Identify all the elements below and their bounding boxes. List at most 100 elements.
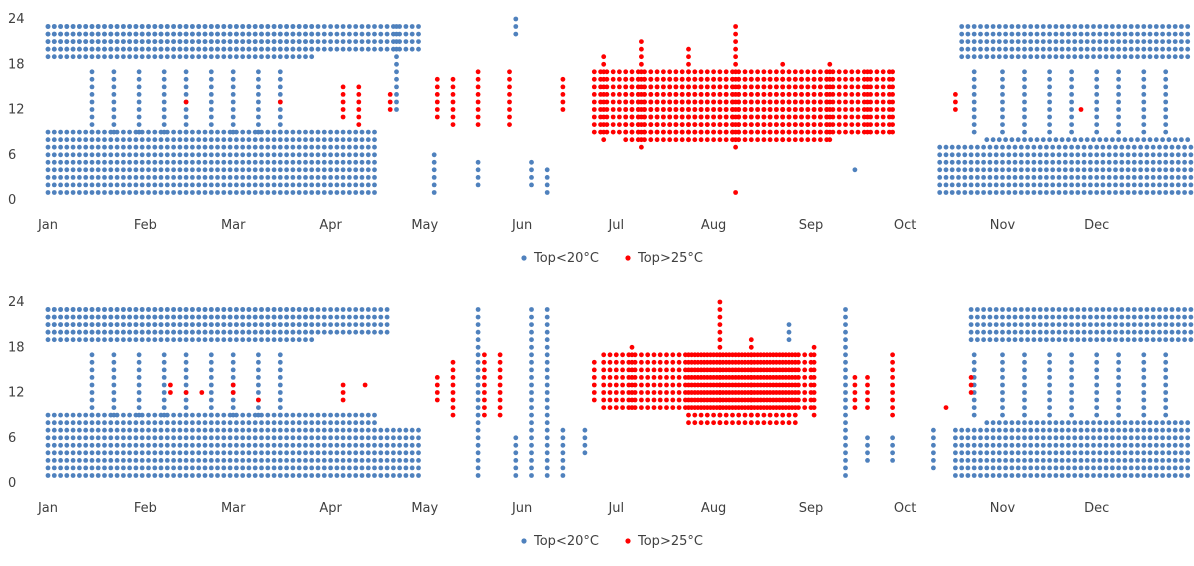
data-point bbox=[1069, 352, 1074, 358]
data-point bbox=[234, 307, 239, 312]
data-point bbox=[679, 137, 685, 143]
data-point bbox=[58, 129, 63, 135]
data-point bbox=[786, 352, 792, 358]
data-point bbox=[673, 92, 679, 97]
data-point bbox=[215, 152, 220, 158]
data-point bbox=[617, 122, 622, 127]
data-point bbox=[1188, 182, 1194, 188]
data-point bbox=[748, 412, 754, 418]
data-point bbox=[196, 182, 202, 188]
data-point bbox=[827, 92, 833, 97]
data-point bbox=[959, 458, 965, 463]
data-point bbox=[1157, 175, 1162, 180]
data-point bbox=[1062, 152, 1068, 158]
data-point bbox=[328, 412, 333, 418]
data-point bbox=[1066, 420, 1071, 426]
data-point bbox=[296, 182, 302, 188]
data-point bbox=[230, 352, 236, 358]
data-point bbox=[340, 182, 346, 188]
data-point bbox=[544, 307, 550, 312]
data-point bbox=[252, 337, 258, 343]
data-point bbox=[252, 144, 258, 150]
data-point bbox=[215, 458, 220, 463]
data-point bbox=[623, 84, 629, 90]
data-point bbox=[365, 137, 371, 143]
data-point bbox=[1119, 152, 1125, 158]
data-point bbox=[139, 465, 145, 471]
data-point bbox=[544, 367, 550, 373]
data-point bbox=[321, 159, 327, 165]
data-point bbox=[277, 152, 283, 158]
data-point bbox=[328, 450, 333, 456]
data-point bbox=[384, 329, 390, 335]
data-point bbox=[742, 405, 748, 410]
data-point bbox=[639, 405, 644, 410]
data-point bbox=[717, 405, 723, 410]
data-point bbox=[152, 473, 158, 478]
data-point bbox=[1003, 31, 1008, 37]
data-point bbox=[1066, 137, 1071, 143]
data-point bbox=[990, 473, 996, 478]
data-point bbox=[450, 405, 456, 410]
data-point bbox=[70, 412, 76, 418]
data-point bbox=[956, 152, 961, 158]
data-point bbox=[657, 382, 663, 388]
data-point bbox=[177, 129, 183, 135]
data-point bbox=[309, 435, 315, 441]
data-point bbox=[265, 159, 271, 165]
x-tick-label: Dec bbox=[1084, 501, 1109, 516]
data-point bbox=[227, 46, 233, 52]
data-point bbox=[1025, 307, 1030, 312]
data-point bbox=[648, 137, 654, 143]
data-point bbox=[334, 435, 340, 441]
data-point bbox=[1153, 458, 1159, 463]
data-point bbox=[1116, 122, 1121, 127]
y-tick-label: 18 bbox=[8, 57, 25, 72]
data-point bbox=[1047, 76, 1052, 82]
data-point bbox=[1157, 322, 1162, 327]
data-point bbox=[1106, 314, 1112, 320]
data-point bbox=[1072, 39, 1078, 44]
data-point bbox=[309, 39, 315, 44]
data-point bbox=[340, 412, 346, 418]
data-point bbox=[648, 114, 654, 120]
data-point bbox=[1153, 465, 1159, 471]
data-point bbox=[161, 99, 167, 105]
data-point bbox=[161, 375, 167, 380]
data-point bbox=[70, 182, 76, 188]
data-point bbox=[1128, 24, 1134, 29]
data-point bbox=[340, 129, 346, 135]
data-point bbox=[45, 435, 51, 441]
data-point bbox=[271, 39, 277, 44]
data-point bbox=[171, 307, 177, 312]
data-point bbox=[64, 435, 70, 441]
data-point bbox=[1169, 175, 1175, 180]
data-point bbox=[661, 69, 666, 75]
data-point bbox=[114, 314, 120, 320]
x-tick-label: Apr bbox=[319, 501, 342, 516]
data-point bbox=[309, 465, 315, 471]
data-point bbox=[560, 99, 566, 105]
data-point bbox=[416, 31, 421, 37]
data-point bbox=[984, 24, 990, 29]
data-point bbox=[296, 46, 302, 52]
data-point bbox=[1135, 473, 1140, 478]
data-point bbox=[1110, 458, 1115, 463]
data-point bbox=[978, 473, 983, 478]
data-point bbox=[177, 152, 183, 158]
data-point bbox=[943, 159, 949, 165]
data-point bbox=[1078, 435, 1084, 441]
data-point bbox=[1125, 144, 1131, 150]
data-point bbox=[981, 314, 986, 320]
data-point bbox=[1056, 144, 1062, 150]
data-point bbox=[730, 405, 735, 410]
data-point bbox=[1053, 46, 1059, 52]
data-point bbox=[1141, 69, 1147, 75]
data-point bbox=[58, 167, 63, 173]
data-point bbox=[290, 129, 296, 135]
data-point bbox=[1034, 458, 1040, 463]
data-point bbox=[591, 367, 597, 373]
data-point bbox=[1163, 122, 1169, 127]
data-point bbox=[971, 435, 977, 441]
data-point bbox=[1125, 175, 1131, 180]
